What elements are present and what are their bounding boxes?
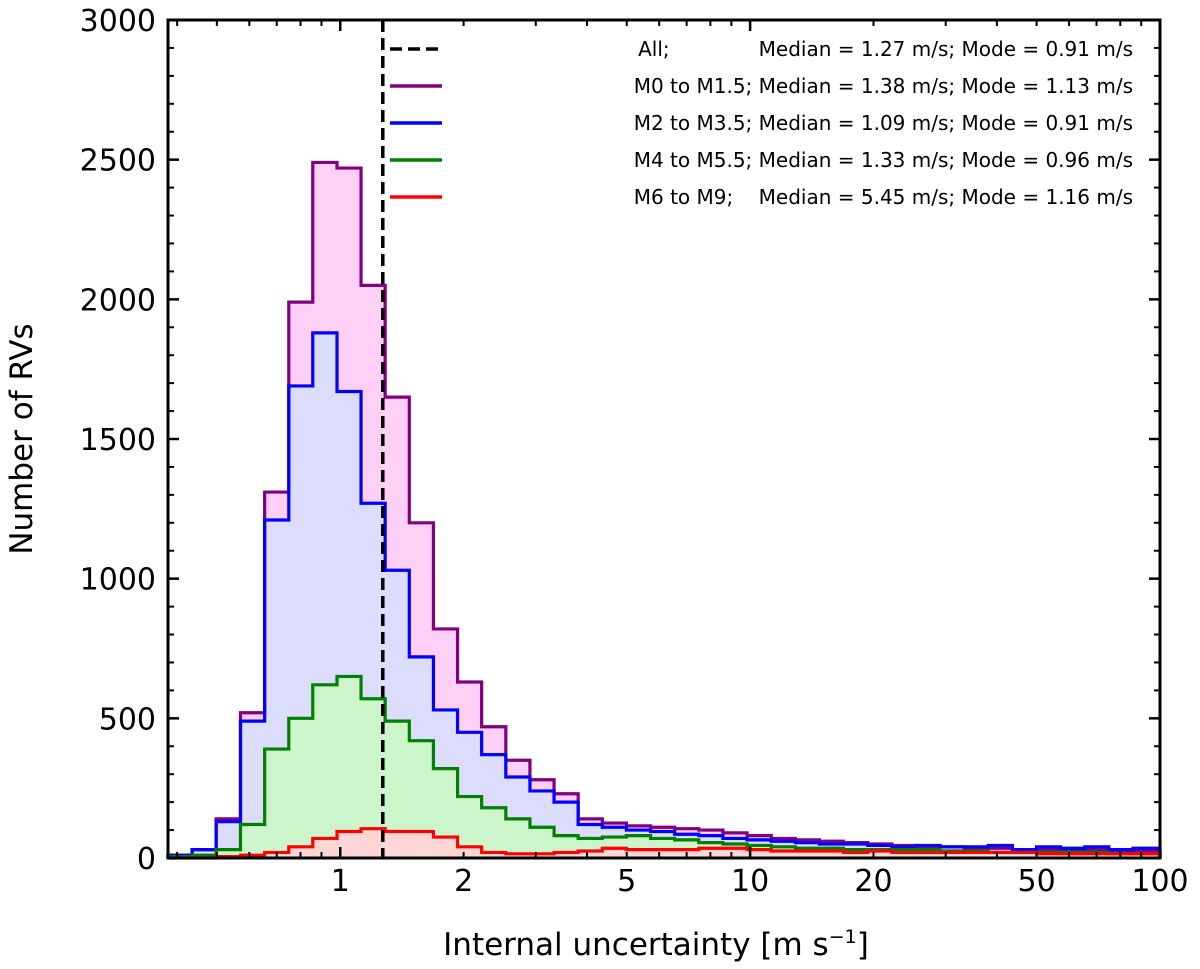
bar-m6-to-m9-35	[1012, 852, 1037, 858]
axis-ticks	[168, 18, 1162, 860]
bar-m6-to-m9-26	[795, 851, 820, 858]
bar-m6-to-m9-23	[722, 848, 748, 858]
bar-m4-to-m5.5-3	[240, 824, 265, 858]
x-tick-label: 100	[1131, 864, 1188, 899]
x-tick-label: 2	[454, 864, 473, 899]
bar-m6-to-m9-10	[409, 831, 434, 858]
bar-m6-to-m9-13	[481, 852, 506, 858]
x-axis-label: Internal uncertainty [m s−1]	[443, 926, 869, 963]
legend-entry: M4 to M5.5; Median = 1.33 m/s; Mode = 0.…	[634, 148, 1133, 172]
bar-m4-to-m5.5-13	[481, 807, 506, 858]
bar-m6-to-m9-18	[602, 848, 627, 858]
y-tick-label: 0	[137, 842, 156, 877]
legend-entry: M6 to M9; Median = 5.45 m/s; Mode = 1.16…	[634, 185, 1133, 209]
bar-m6-to-m9-25	[771, 851, 796, 858]
x-tick-label: 20	[854, 864, 892, 899]
bar-m4-to-m5.5-5	[288, 718, 313, 858]
bar-m6-to-m9-30	[891, 852, 916, 858]
bar-m6-to-m9-33	[964, 852, 989, 858]
bar-m6-to-m9-28	[843, 852, 868, 858]
x-tick-labels: 1 2 5 10 20 50 100	[331, 864, 1189, 899]
y-axis-label: Number of RVs	[4, 323, 40, 554]
legend-entry: All; Median = 1.27 m/s; Mode = 0.91 m/s	[638, 37, 1133, 61]
bar-m4-to-m5.5-14	[505, 818, 530, 858]
histogram-series-layer	[166, 160, 1162, 860]
series-outline-m4-to-m5.5	[166, 674, 1162, 859]
y-tick-label: 1500	[80, 423, 156, 458]
x-tick-label: 1	[331, 864, 350, 899]
bar-m4-to-m5.5-6	[312, 684, 338, 858]
bar-m6-to-m9-37	[1060, 853, 1085, 858]
bar-m4-to-m5.5-2	[216, 849, 241, 858]
y-tick-label: 1000	[80, 563, 156, 598]
bar-m4-to-m5.5-4	[264, 749, 289, 858]
bar-m6-to-m9-32	[940, 852, 965, 858]
bar-m6-to-m9-9	[385, 831, 410, 858]
bar-m6-to-m9-40	[1133, 853, 1160, 858]
bar-m6-to-m9-12	[457, 846, 482, 858]
bar-m6-to-m9-6	[312, 838, 338, 858]
series-outline-m2-to-m3.5	[166, 331, 1162, 858]
legend-entry: M2 to M3.5; Median = 1.09 m/s; Mode = 0.…	[634, 111, 1133, 135]
y-tick-label: 2500	[80, 144, 156, 179]
y-tick-label: 2000	[80, 283, 156, 318]
bar-m6-to-m9-17	[578, 851, 603, 858]
series-outline-m6-to-m9	[168, 827, 1162, 860]
legend-entry: M0 to M1.5; Median = 1.38 m/s; Mode = 1.…	[634, 74, 1133, 98]
y-tick-label: 500	[99, 702, 156, 737]
bar-m6-to-m9-24	[747, 849, 772, 858]
x-tick-label: 5	[617, 864, 636, 899]
bar-m6-to-m9-36	[1036, 853, 1061, 858]
x-tick-label: 50	[1018, 864, 1056, 899]
bar-m6-to-m9-11	[433, 837, 458, 858]
legend: All; Median = 1.27 m/s; Mode = 0.91 m/s M…	[390, 37, 1133, 209]
bar-m6-to-m9-31	[915, 852, 941, 858]
x-tick-label: 10	[731, 864, 769, 899]
bar-m4-to-m5.5-7	[337, 676, 362, 858]
bar-m6-to-m9-19	[626, 849, 651, 858]
bar-m6-to-m9-20	[650, 849, 675, 858]
bar-m6-to-m9-34	[988, 852, 1013, 858]
bar-m6-to-m9-27	[819, 851, 844, 858]
y-tick-label: 3000	[80, 4, 156, 39]
bar-m6-to-m9-14	[505, 853, 530, 858]
bar-m6-to-m9-16	[554, 852, 579, 858]
bar-m6-to-m9-29	[867, 851, 892, 858]
bar-m6-to-m9-15	[529, 853, 555, 858]
y-tick-labels: 0 500 1000 1500 2000 2500 3000	[80, 4, 156, 877]
